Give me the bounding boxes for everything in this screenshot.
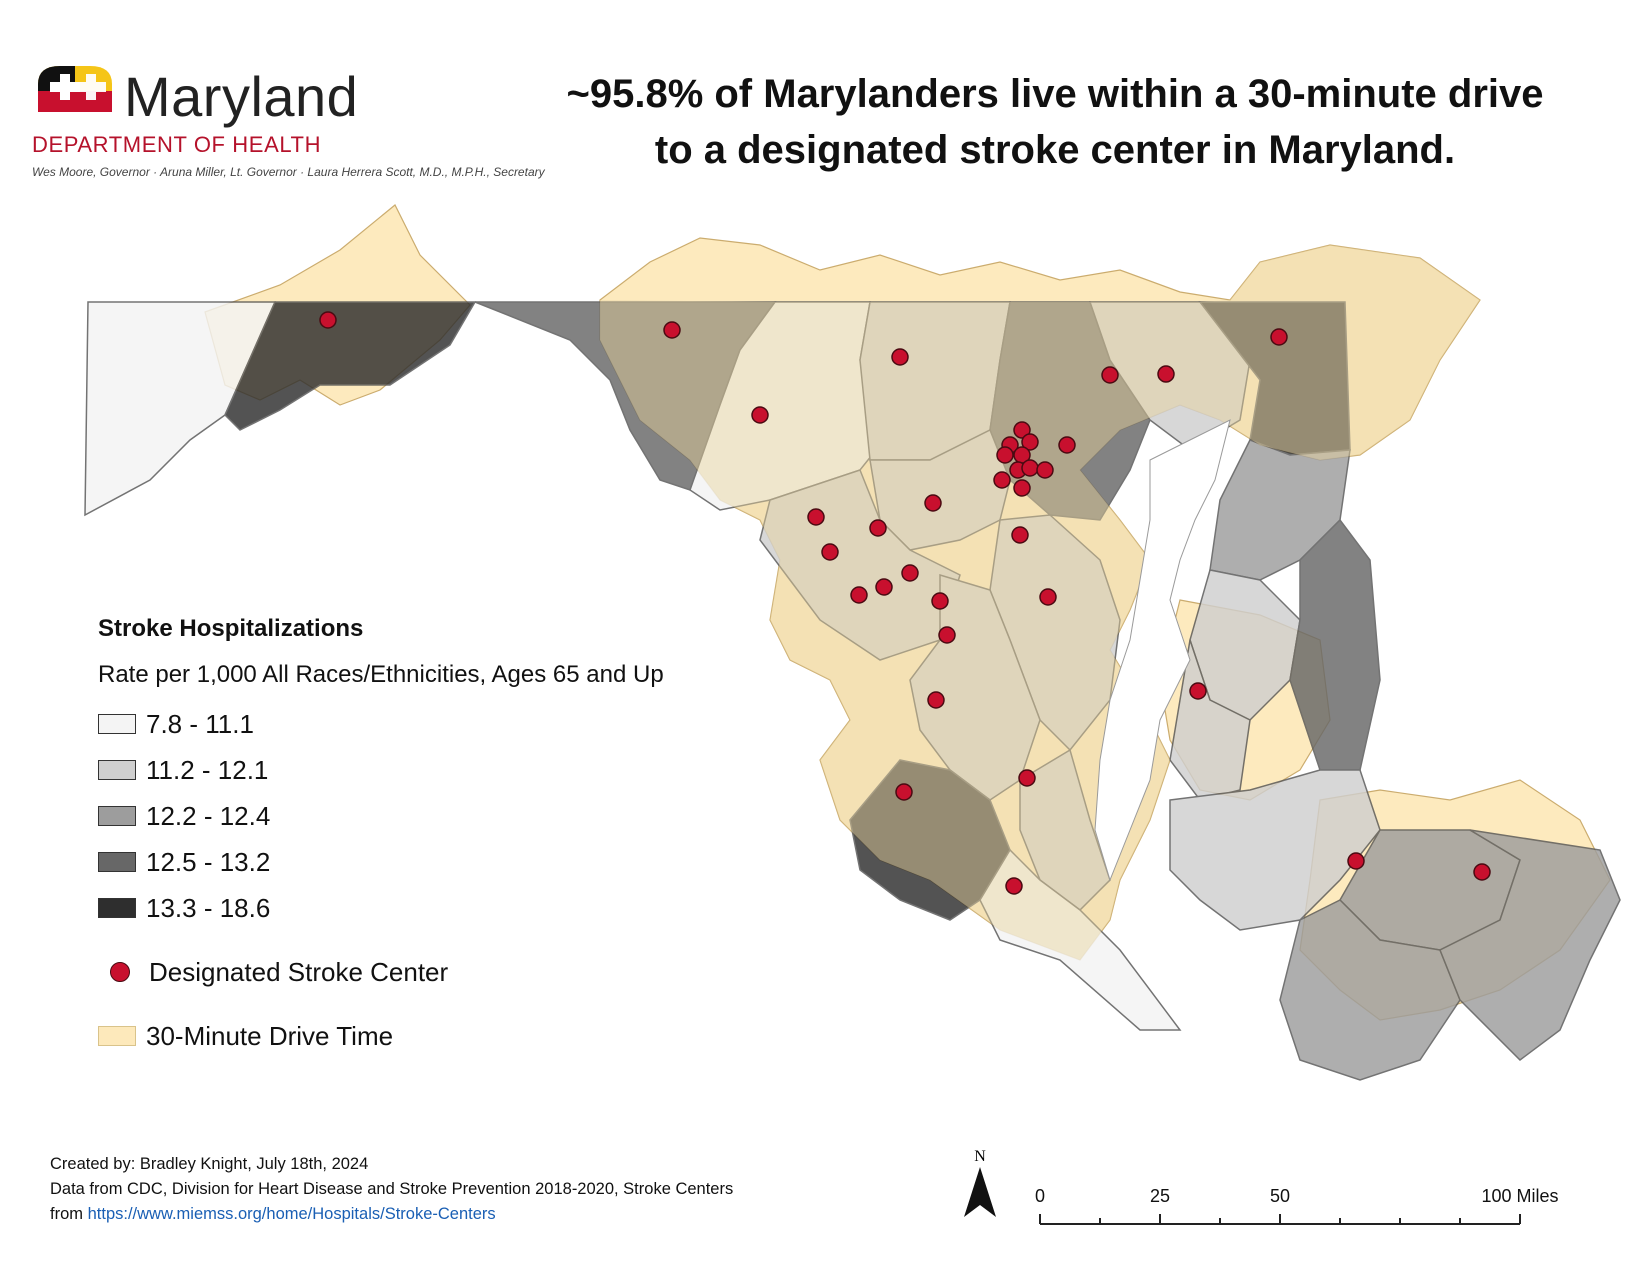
county-somerset [1279,899,1461,1081]
legend-stroke-center-label: Designated Stroke Center [149,956,449,987]
legend-class-label: 11.2 - 12.1 [146,754,269,785]
headline-line-1: ~95.8% of Marylanders live within a 30-m… [566,72,1544,116]
stroke-center-marker [869,519,887,537]
county-allegany [224,301,477,431]
stroke-center-marker [850,586,868,604]
stroke-center-marker [1013,479,1031,497]
stroke-center-marker [319,311,337,329]
legend-class-label: 7.8 - 11.1 [146,708,254,739]
maryland-flag-icon [38,66,112,112]
stroke-center-marker [1189,682,1207,700]
scale-label-0: 0 [1035,1186,1045,1206]
stroke-center-marker [807,508,825,526]
stroke-center-markers [319,311,1491,895]
legend-class-label: 12.5 - 13.2 [146,846,271,877]
logo-officials: Wes Moore, Governor · Aruna Miller, Lt. … [32,165,545,179]
drive-time-overlay [600,245,1480,960]
legend-class-5: 13.3 - 18.6 [98,885,818,931]
scale-label-25: 25 [1150,1186,1170,1206]
stroke-center-marker [895,783,913,801]
logo-name: Maryland [124,65,359,128]
legend-class-label: 13.3 - 18.6 [146,892,271,923]
logo: Maryland DEPARTMENT OF HEALTH Wes Moore,… [30,62,670,192]
legend-subtitle: Rate per 1,000 All Races/Ethnicities, Ag… [98,661,664,688]
stroke-center-marker [751,406,769,424]
north-arrow-icon: N [964,1148,996,1217]
stroke-center-marker [1005,877,1023,895]
stroke-center-marker [996,446,1014,464]
stroke-center-marker [1157,365,1175,383]
credits: Created by: Bradley Knight, July 18th, 2… [50,1152,733,1227]
scale-label-100: 100 Miles [1481,1186,1558,1206]
stroke-center-marker [1101,366,1119,384]
source-link[interactable]: https://www.miemss.org/home/Hospitals/St… [87,1205,496,1223]
credits-data-source: Data from CDC, Division for Heart Diseas… [50,1180,734,1198]
legend-swatch [98,714,136,734]
chesapeake-bay [1094,419,1231,882]
legend-drive-time-label: 30-Minute Drive Time [146,1020,394,1051]
headline-line-2: to a designated stroke center in Marylan… [654,128,1456,172]
stroke-center-marker [875,578,893,596]
stroke-center-marker [1013,421,1031,439]
county-st-marys [979,848,1182,1031]
stroke-center-marker [1018,769,1036,787]
legend-drive-time: 30-Minute Drive Time [98,1013,818,1059]
stroke-center-marker [1021,459,1039,477]
stroke-center-marker [938,626,956,644]
stroke-center-marker [993,471,1011,489]
scale-bar: 0 25 50 100 Miles [1035,1186,1559,1225]
water-bodies [1094,419,1231,882]
stroke-center-marker [1058,436,1076,454]
legend-class-4: 12.5 - 13.2 [98,839,818,885]
credits-source-link-line: from https://www.miemss.org/home/Hospita… [50,1202,733,1227]
legend-swatch [98,806,136,826]
stroke-center-marker [1347,852,1365,870]
credits-author: Created by: Bradley Knight, July 18th, 2… [50,1155,369,1173]
stroke-center-marker [927,691,945,709]
scale-label-50: 50 [1270,1186,1290,1206]
legend-class-1: 7.8 - 11.1 [98,701,818,747]
headline: ~95.8% of Marylanders live within a 30-m… [540,66,1570,178]
stroke-center-marker [1270,328,1288,346]
stroke-center-marker [1036,461,1054,479]
stroke-center-marker [924,494,942,512]
stroke-center-marker [821,543,839,561]
north-label: N [974,1148,986,1165]
county-talbot [1169,639,1251,801]
county-polygons [84,301,1621,1081]
stroke-center-marker [931,592,949,610]
county-charles [849,759,1011,921]
legend-swatch [98,852,136,872]
drive-time-swatch [98,1026,136,1046]
county-dorchester [1169,769,1381,931]
credits-from: from [50,1205,88,1223]
legend: Stroke Hospitalizations Rate per 1,000 A… [98,615,818,1059]
legend-swatch [98,760,136,780]
stroke-center-marker [901,564,919,582]
stroke-center-dot-icon [110,962,130,982]
county-worcester [1439,829,1621,1061]
logo-department: DEPARTMENT OF HEALTH [32,132,322,157]
stroke-center-marker [1021,433,1039,451]
county-calvert [1019,748,1111,911]
stroke-center-marker [1473,863,1491,881]
legend-stroke-center: Designated Stroke Center [98,949,818,995]
legend-class-3: 12.2 - 12.4 [98,793,818,839]
stroke-center-marker [1039,588,1057,606]
legend-swatch [98,898,136,918]
stroke-center-marker [663,321,681,339]
legend-class-2: 11.2 - 12.1 [98,747,818,793]
stroke-center-marker [891,348,909,366]
stroke-center-marker [1011,526,1029,544]
legend-class-label: 12.2 - 12.4 [146,800,271,831]
legend-title: Stroke Hospitalizations [98,615,364,642]
